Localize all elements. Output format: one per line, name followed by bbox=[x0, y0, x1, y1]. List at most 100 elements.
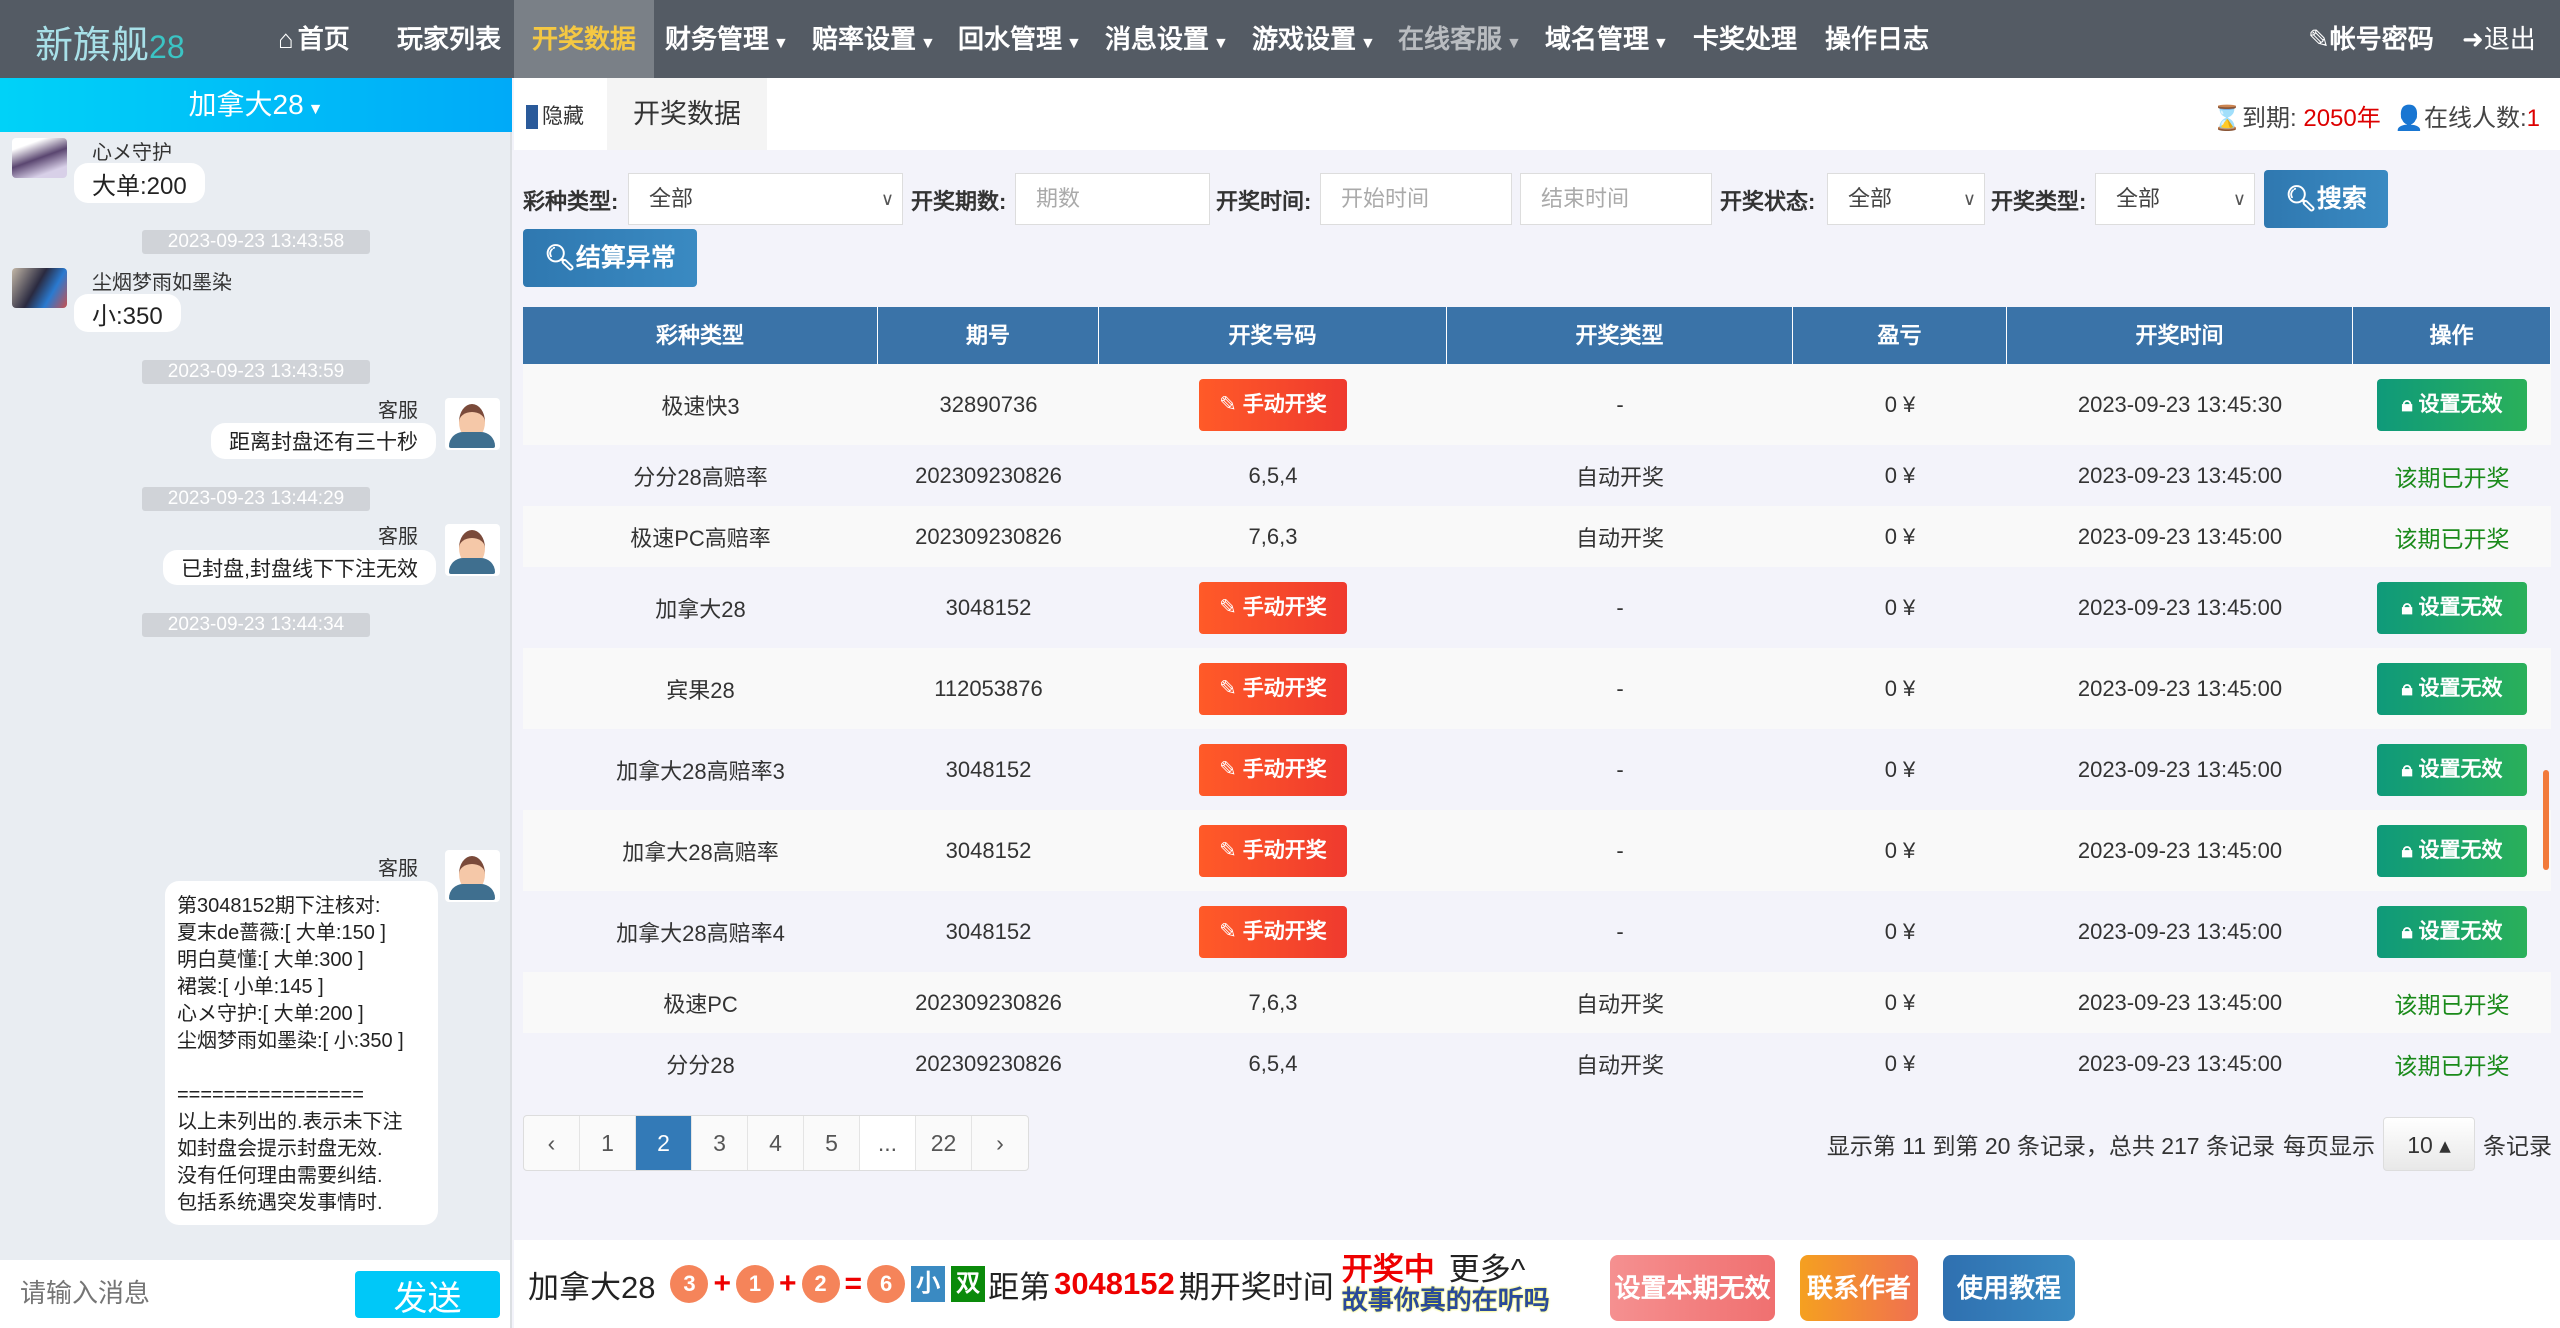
parity-tag: 双 bbox=[951, 1266, 986, 1302]
logout-icon: ➜ bbox=[2462, 24, 2484, 54]
manual-draw-button[interactable]: ✎ 手动开奖 bbox=[1199, 824, 1347, 877]
logo-text: 新旗舰 bbox=[35, 25, 150, 67]
nav-item-10[interactable]: 卡奖处理 bbox=[1693, 0, 1797, 78]
message-bubble: 第3048152期下注核对: 夏末de蔷薇:[ 大单:150 ] 明白莫懂:[ … bbox=[165, 881, 438, 1225]
set-period-invalid-button[interactable]: 设置本期无效 bbox=[1610, 1255, 1775, 1321]
column-header[interactable]: 盈亏 bbox=[1793, 307, 2007, 364]
send-button[interactable]: 发送 bbox=[355, 1271, 500, 1318]
page-button[interactable]: 3 bbox=[692, 1116, 748, 1170]
tutorial-button[interactable]: 使用教程 bbox=[1943, 1255, 2075, 1321]
cell-profit: 0 ¥ bbox=[1884, 391, 1916, 417]
page-button[interactable]: 5 bbox=[804, 1116, 860, 1170]
drawn-status: 该期已开奖 bbox=[2394, 464, 2510, 491]
nav-item-6[interactable]: 消息设置 ▼ bbox=[1105, 0, 1229, 78]
manual-draw-label: 手动开奖 bbox=[1242, 838, 1327, 862]
caret-down-icon: ▼ bbox=[1213, 35, 1229, 52]
message-timestamp: 2023-09-23 13:43:58 bbox=[142, 230, 370, 254]
set-invalid-button[interactable]: 🔒︎ 设置无效 bbox=[2377, 824, 2527, 877]
hide-label: 隐藏 bbox=[542, 105, 584, 128]
set-invalid-button[interactable]: 🔒︎ 设置无效 bbox=[2377, 662, 2527, 715]
cell-numbers: 6,5,4 bbox=[1248, 462, 1298, 488]
edit-icon: ✎ bbox=[1219, 392, 1243, 416]
contact-author-button[interactable]: 联系作者 bbox=[1800, 1255, 1918, 1321]
table-row: 加拿大28高赔率3 3048152 ✎ 手动开奖 - 0 ¥ 2023-09-23 13:… bbox=[523, 729, 2551, 810]
cell-op: 🔒︎ 设置无效 bbox=[2353, 905, 2551, 958]
nav-item-11[interactable]: 操作日志 bbox=[1825, 0, 1929, 78]
cell-issue: 202309230826 bbox=[915, 989, 1062, 1015]
tab-draw-data[interactable]: 开奖数据 bbox=[607, 78, 767, 150]
issue-input[interactable]: 期数 bbox=[1015, 173, 1210, 225]
cell-profit: 0 ¥ bbox=[1884, 756, 1916, 782]
nav-item-1[interactable]: 玩家列表 bbox=[397, 0, 501, 78]
settle-error-button[interactable]: 🔍︎结算异常 bbox=[523, 229, 697, 287]
result-sum: 6 bbox=[867, 1265, 906, 1303]
manual-draw-button[interactable]: ✎ 手动开奖 bbox=[1199, 743, 1347, 796]
prev-page-button[interactable]: ‹ bbox=[524, 1116, 580, 1170]
end-time-input[interactable]: 结束时间 bbox=[1520, 173, 1712, 225]
cell-profit: 0 ¥ bbox=[1884, 837, 1916, 863]
message-input[interactable] bbox=[20, 1270, 340, 1316]
cell-profit: 0 ¥ bbox=[1884, 1050, 1916, 1076]
column-header[interactable]: 期号 bbox=[878, 307, 1099, 364]
message-bubble: 大单:200 bbox=[74, 163, 205, 203]
logout-link[interactable]: ➜退出 bbox=[2462, 0, 2536, 78]
column-header[interactable]: 开奖时间 bbox=[2007, 307, 2353, 364]
size-tag: 小 bbox=[911, 1266, 946, 1302]
per-page-select[interactable]: 10 ▴ bbox=[2383, 1117, 2475, 1171]
hide-sidebar-button[interactable]: 隐藏 bbox=[526, 100, 584, 130]
table-row: 极速PC 202309230826 7,6,3 自动开奖 0 ¥ 2023-09-23 1… bbox=[523, 972, 2551, 1033]
table-row: 加拿大28高赔率 3048152 ✎ 手动开奖 - 0 ¥ 2023-09-23 13:4… bbox=[523, 810, 2551, 891]
lock-icon: 🔒︎ bbox=[2401, 392, 2419, 416]
column-header[interactable]: 彩种类型 bbox=[523, 307, 878, 364]
nav-item-9[interactable]: 域名管理 ▼ bbox=[1545, 0, 1669, 78]
nav-item-3[interactable]: 财务管理 ▼ bbox=[665, 0, 789, 78]
set-invalid-button[interactable]: 🔒︎ 设置无效 bbox=[2377, 378, 2527, 431]
manual-draw-button[interactable]: ✎ 手动开奖 bbox=[1199, 378, 1347, 431]
nav-item-8[interactable]: 在线客服 ▼ bbox=[1398, 0, 1522, 78]
status-select[interactable]: 全部 ∨ bbox=[1827, 173, 1985, 225]
column-header[interactable]: 开奖号码 bbox=[1099, 307, 1447, 364]
edit-icon: ✎ bbox=[1219, 838, 1243, 862]
page-button[interactable]: 22 bbox=[916, 1116, 972, 1170]
game-select[interactable]: 加拿大28 ▼ bbox=[0, 78, 512, 132]
search-button[interactable]: 🔍︎搜索 bbox=[2264, 170, 2388, 228]
cell-type: 分分28高赔率 bbox=[633, 464, 768, 490]
cell-numbers: ✎ 手动开奖 bbox=[1099, 824, 1447, 877]
manual-draw-button[interactable]: ✎ 手动开奖 bbox=[1199, 581, 1347, 634]
lottery-type-select[interactable]: 全部 ∨ bbox=[628, 173, 903, 225]
manual-draw-button[interactable]: ✎ 手动开奖 bbox=[1199, 662, 1347, 715]
next-page-button[interactable]: › bbox=[996, 1130, 1004, 1156]
nav-item-7[interactable]: 游戏设置 ▼ bbox=[1252, 0, 1376, 78]
column-header[interactable]: 操作 bbox=[2353, 307, 2551, 364]
cell-time: 2023-09-23 13:45:00 bbox=[2077, 594, 2283, 620]
cell-draw-type: 自动开奖 bbox=[1575, 1052, 1664, 1078]
page-button[interactable]: ... bbox=[860, 1116, 916, 1170]
set-invalid-button[interactable]: 🔒︎ 设置无效 bbox=[2377, 905, 2527, 958]
nav-item-2[interactable]: 开奖数据 bbox=[514, 0, 655, 78]
scrollbar[interactable] bbox=[2543, 770, 2549, 870]
page-button[interactable]: 2 bbox=[636, 1116, 692, 1170]
cell-issue: 32890736 bbox=[939, 391, 1038, 417]
nav-item-5[interactable]: 回水管理 ▼ bbox=[958, 0, 1082, 78]
plus-sign: + bbox=[779, 1267, 797, 1300]
message-username: 心メ守护 bbox=[92, 142, 172, 164]
hourglass-icon: ⌛ bbox=[2212, 105, 2242, 132]
set-invalid-button[interactable]: 🔒︎ 设置无效 bbox=[2377, 581, 2527, 634]
more-link[interactable]: 更多^ bbox=[1448, 1252, 1526, 1288]
account-password-link[interactable]: ✎帐号密码 bbox=[2308, 0, 2434, 78]
cell-issue: 202309230826 bbox=[915, 523, 1062, 549]
cell-type: 极速PC高赔率 bbox=[630, 525, 771, 551]
cell-issue: 3048152 bbox=[945, 756, 1032, 782]
page-button[interactable]: 4 bbox=[748, 1116, 804, 1170]
manual-draw-button[interactable]: ✎ 手动开奖 bbox=[1199, 905, 1347, 958]
set-invalid-label: 设置无效 bbox=[2418, 676, 2503, 700]
nav-item-4[interactable]: 赔率设置 ▼ bbox=[812, 0, 936, 78]
draw-type-select[interactable]: 全部 ∨ bbox=[2095, 173, 2255, 225]
expire-label: 到期: bbox=[2242, 105, 2297, 132]
column-header[interactable]: 开奖类型 bbox=[1447, 307, 1793, 364]
set-invalid-button[interactable]: 🔒︎ 设置无效 bbox=[2377, 743, 2527, 796]
start-time-input[interactable]: 开始时间 bbox=[1320, 173, 1512, 225]
online-count: 1 bbox=[2526, 105, 2540, 132]
page-button[interactable]: 1 bbox=[580, 1116, 636, 1170]
nav-item-0[interactable]: ⌂ 首页 bbox=[278, 0, 350, 78]
